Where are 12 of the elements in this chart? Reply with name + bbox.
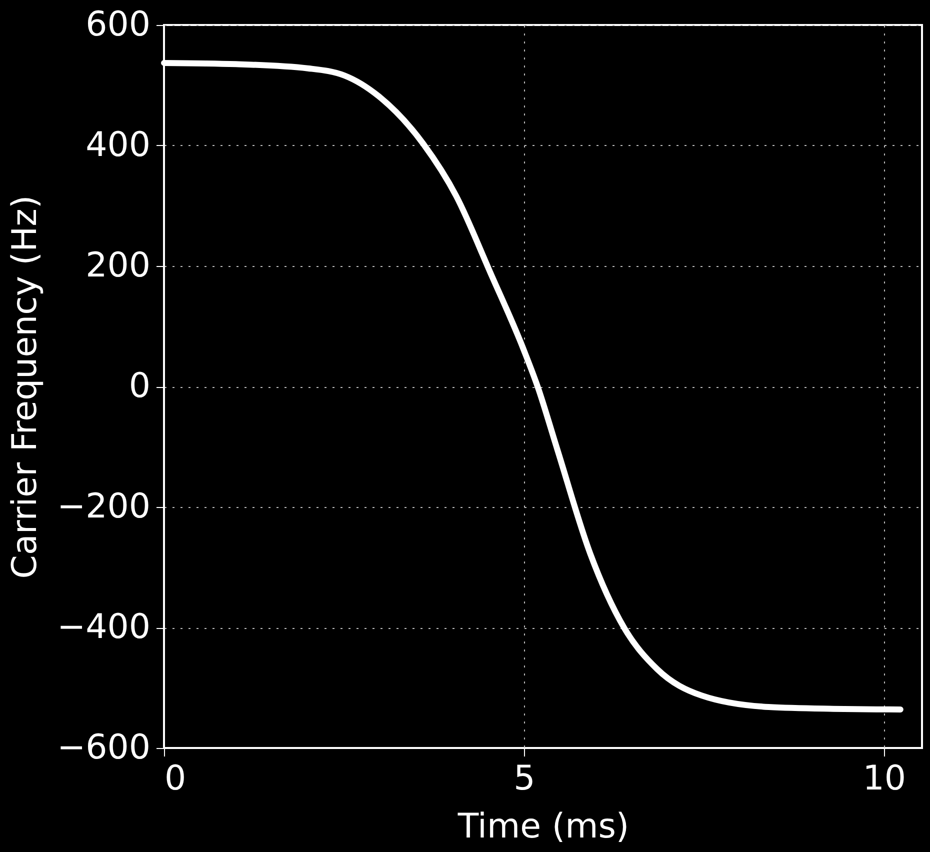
y-tick-label: 200: [86, 246, 150, 286]
y-tick-label: 0: [128, 366, 150, 406]
y-axis-title: Carrier Frequency (Hz): [5, 195, 46, 579]
y-tick-label: −600: [57, 728, 150, 768]
y-tick-label: −400: [57, 607, 150, 647]
x-tick-label: 0: [164, 758, 186, 798]
x-tick-label: 10: [862, 758, 906, 798]
y-tick-label: 600: [86, 4, 150, 44]
y-tick-label: 400: [86, 125, 150, 165]
x-tick-label: 5: [514, 758, 536, 798]
y-tick-label: −200: [57, 486, 150, 526]
x-axis-title: Time (ms): [456, 806, 630, 846]
